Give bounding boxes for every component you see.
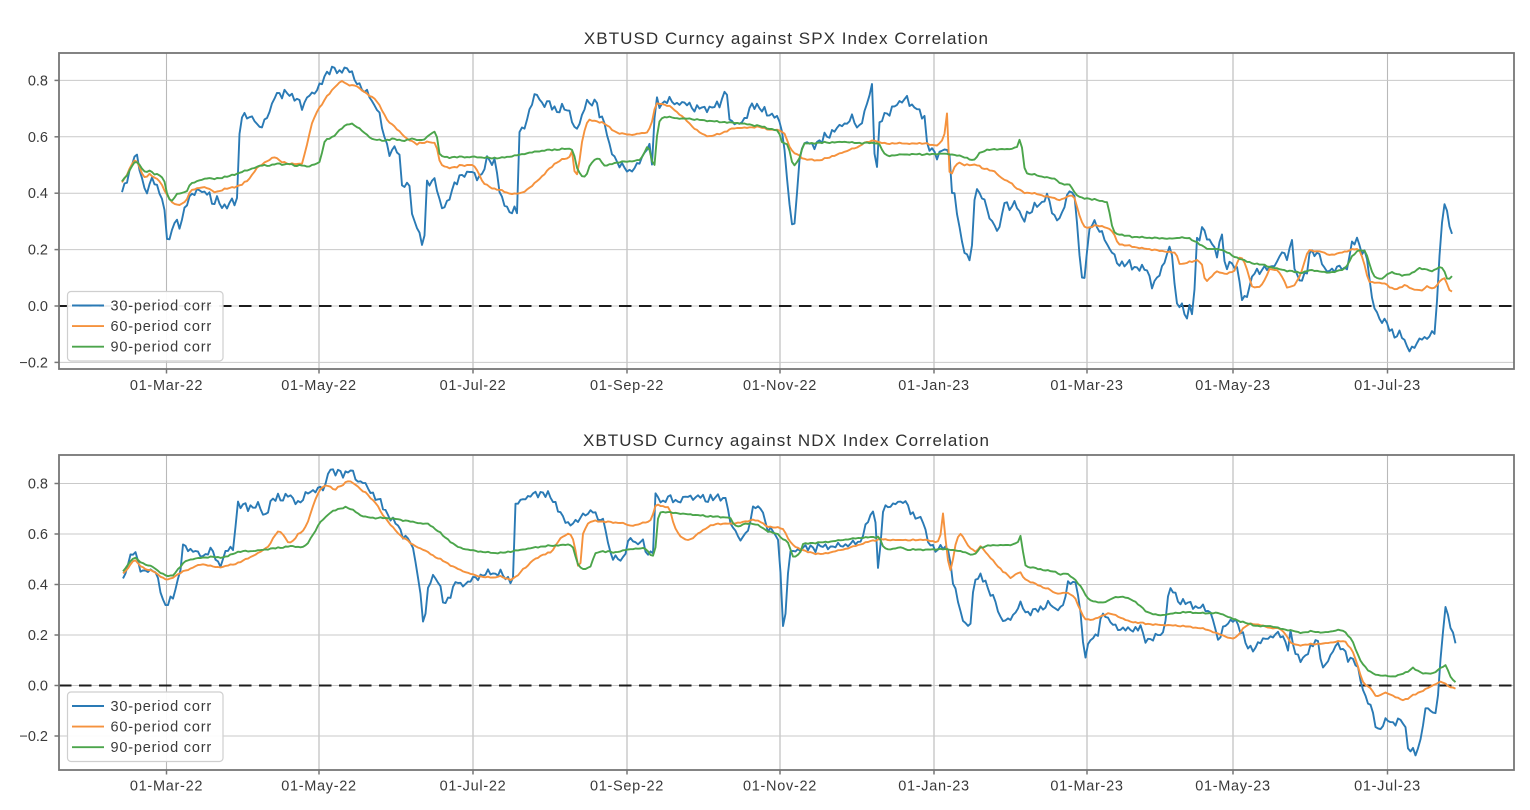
- svg-text:01-Jan-23: 01-Jan-23: [898, 378, 970, 394]
- svg-text:01-Mar-23: 01-Mar-23: [1050, 779, 1123, 795]
- svg-text:01-Jan-23: 01-Jan-23: [898, 779, 970, 795]
- svg-text:01-Jul-23: 01-Jul-23: [1354, 378, 1421, 394]
- svg-text:01-Sep-22: 01-Sep-22: [590, 779, 664, 795]
- svg-text:XBTUSD Curncy against NDX Inde: XBTUSD Curncy against NDX Index Correlat…: [583, 431, 990, 450]
- svg-text:01-Nov-22: 01-Nov-22: [743, 378, 817, 394]
- svg-text:0.0: 0.0: [28, 679, 48, 695]
- svg-text:60-period corr: 60-period corr: [111, 319, 212, 335]
- svg-text:01-May-22: 01-May-22: [281, 378, 357, 394]
- svg-text:0.4: 0.4: [28, 186, 48, 202]
- svg-text:−0.2: −0.2: [19, 729, 48, 745]
- svg-text:01-Sep-22: 01-Sep-22: [590, 378, 664, 394]
- svg-text:0.2: 0.2: [28, 628, 48, 644]
- svg-text:01-Jul-22: 01-Jul-22: [440, 779, 507, 795]
- svg-text:30-period corr: 30-period corr: [111, 699, 212, 715]
- svg-text:0.0: 0.0: [28, 299, 48, 315]
- svg-text:01-Nov-22: 01-Nov-22: [743, 779, 817, 795]
- svg-text:01-Mar-22: 01-Mar-22: [130, 779, 203, 795]
- svg-text:01-Jul-23: 01-Jul-23: [1354, 779, 1421, 795]
- svg-text:01-May-22: 01-May-22: [281, 779, 357, 795]
- svg-text:0.2: 0.2: [28, 243, 48, 259]
- svg-text:−0.2: −0.2: [19, 355, 48, 371]
- svg-text:60-period corr: 60-period corr: [111, 720, 212, 736]
- svg-text:0.4: 0.4: [28, 578, 48, 594]
- svg-text:90-period corr: 90-period corr: [111, 740, 212, 756]
- svg-text:01-May-23: 01-May-23: [1195, 779, 1271, 795]
- svg-text:01-Jul-22: 01-Jul-22: [440, 378, 507, 394]
- svg-text:01-Mar-22: 01-Mar-22: [130, 378, 203, 394]
- svg-text:0.6: 0.6: [28, 130, 48, 146]
- svg-text:XBTUSD Curncy against SPX Inde: XBTUSD Curncy against SPX Index Correlat…: [584, 29, 989, 48]
- svg-text:0.8: 0.8: [28, 73, 48, 89]
- svg-text:01-May-23: 01-May-23: [1195, 378, 1271, 394]
- svg-text:90-period corr: 90-period corr: [111, 340, 212, 356]
- svg-text:0.6: 0.6: [28, 527, 48, 543]
- svg-text:0.8: 0.8: [28, 477, 48, 493]
- svg-text:01-Mar-23: 01-Mar-23: [1050, 378, 1123, 394]
- svg-text:30-period corr: 30-period corr: [111, 299, 212, 315]
